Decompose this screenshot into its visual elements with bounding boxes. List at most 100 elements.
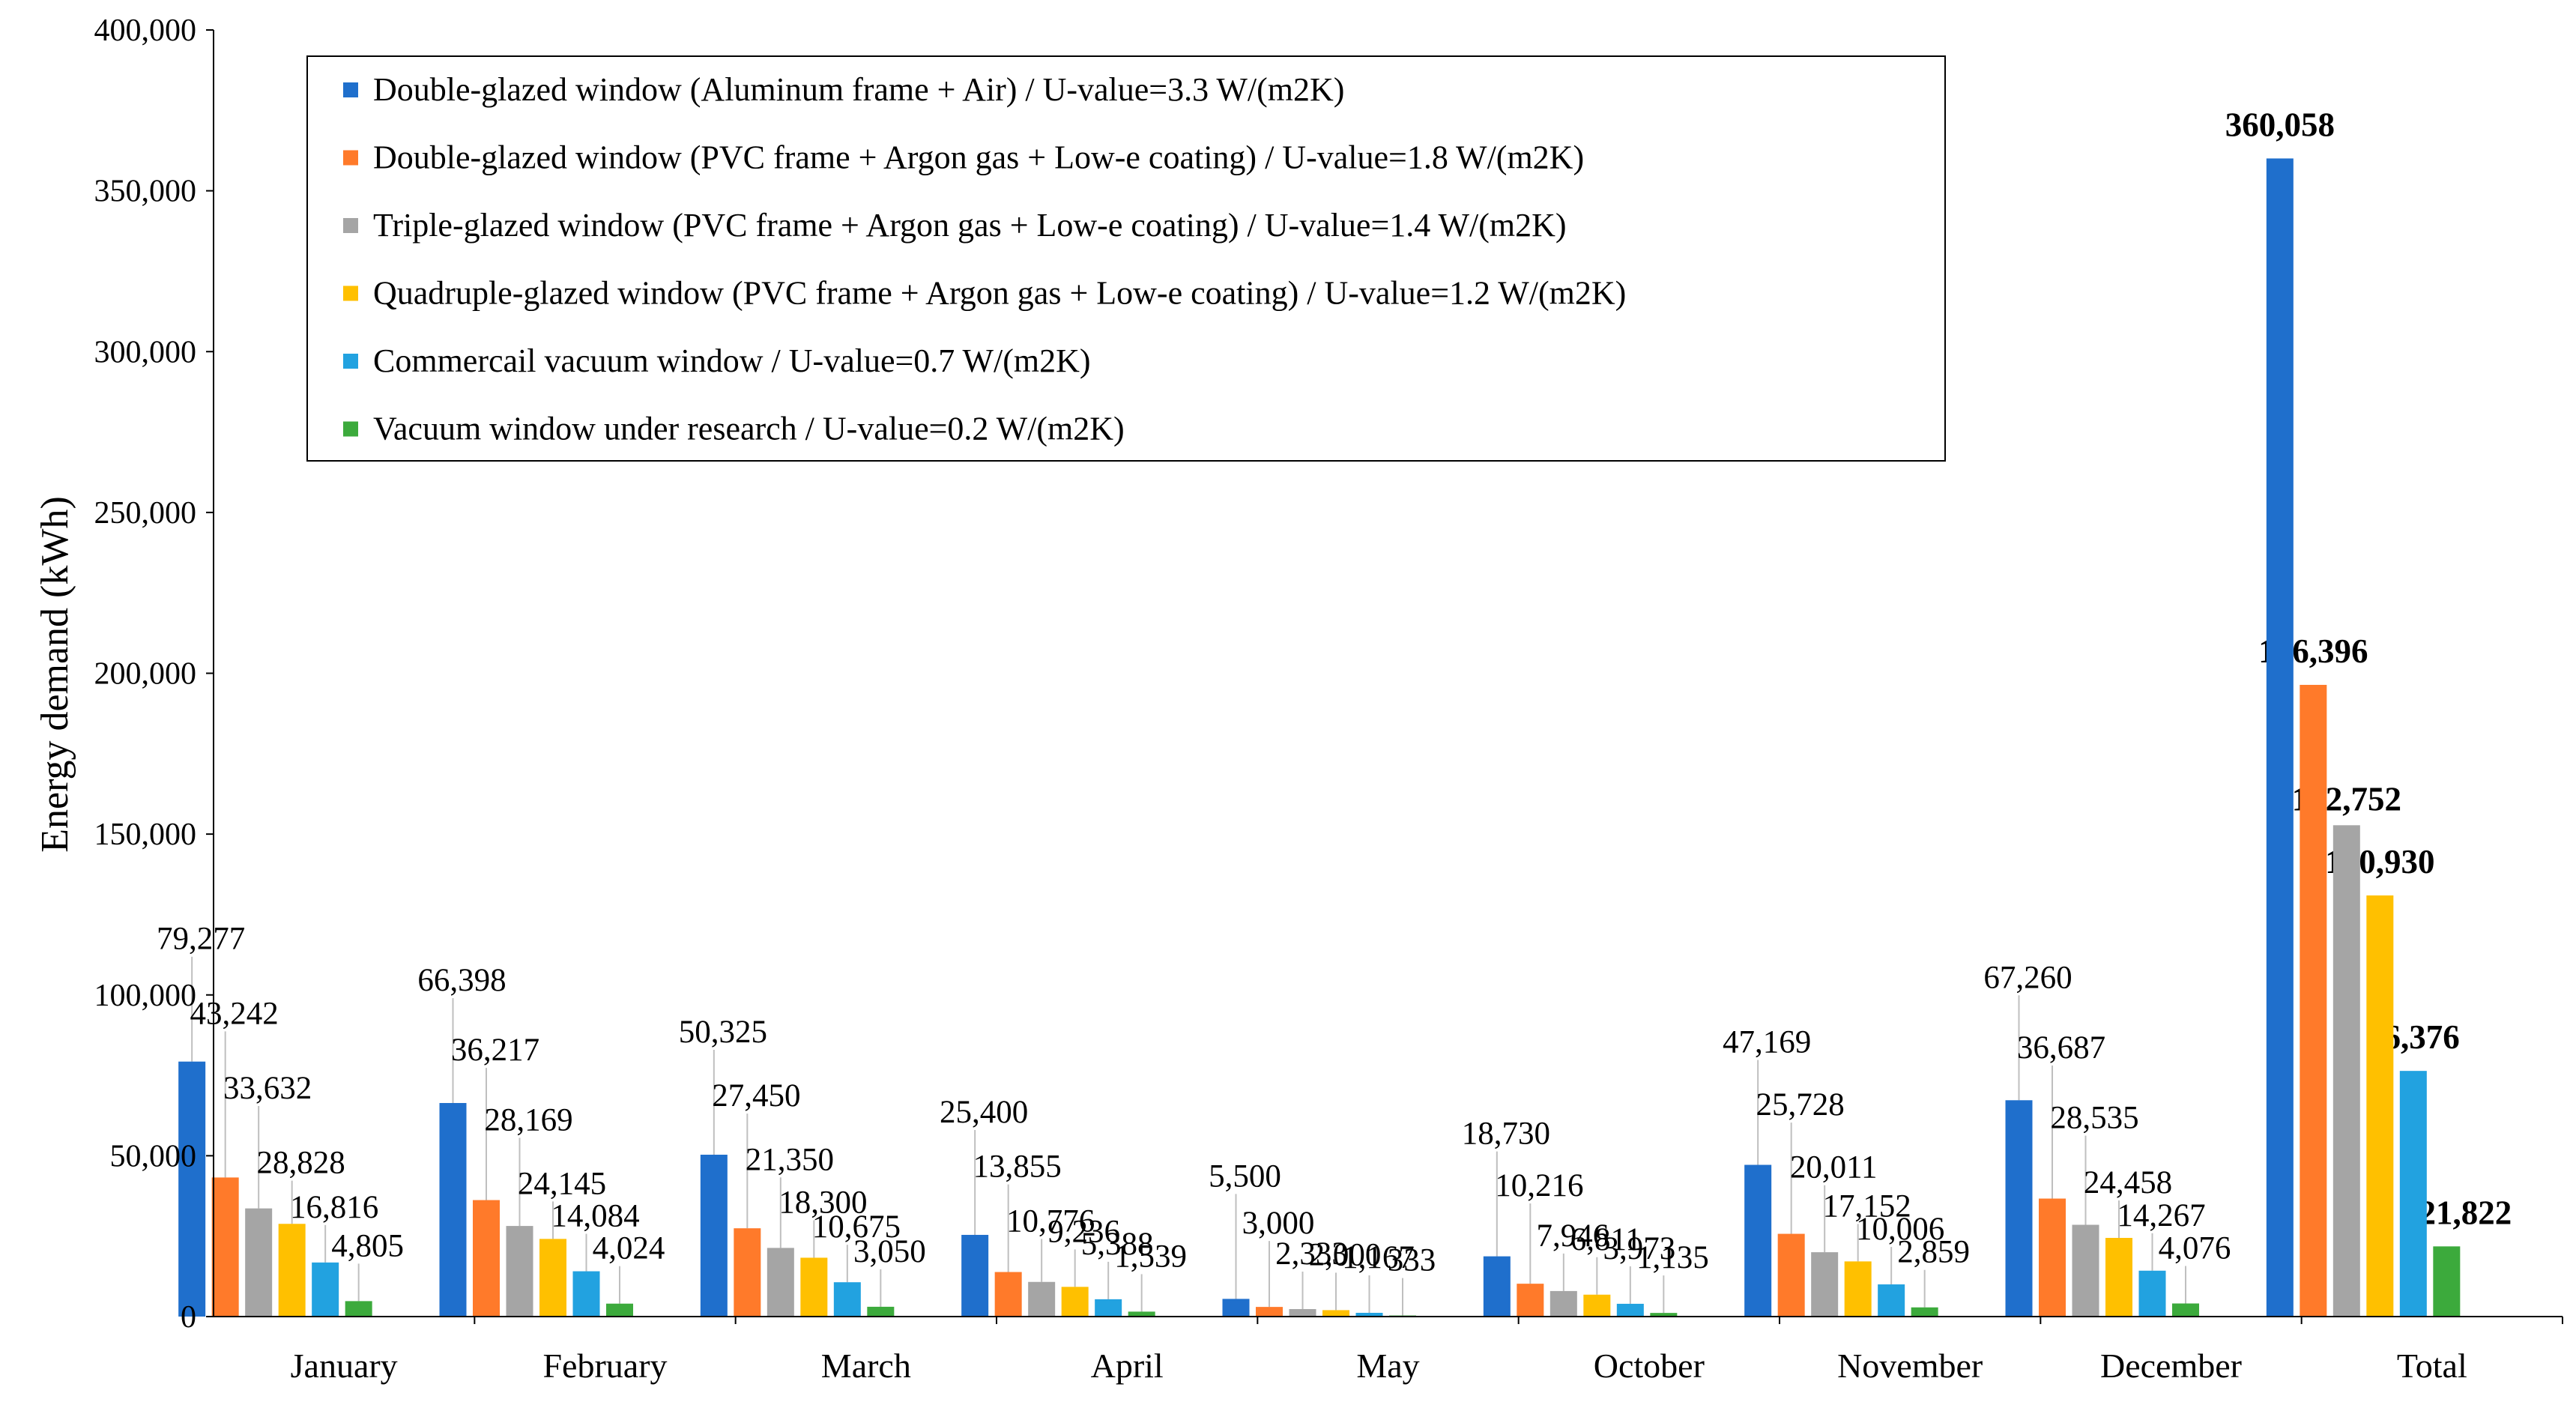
data-label: 7,946: [1536, 1218, 1609, 1254]
bar: [211, 1177, 239, 1317]
bar: [1355, 1312, 1383, 1317]
data-label: 24,145: [518, 1166, 606, 1201]
bar: [767, 1248, 794, 1317]
data-label: 6,811: [1570, 1222, 1642, 1257]
bar: [1811, 1252, 1839, 1317]
bar: [2266, 158, 2294, 1317]
data-label: 2,333: [1275, 1236, 1348, 1272]
data-label: 14,267: [2117, 1198, 2205, 1233]
data-label: 16,816: [290, 1190, 378, 1225]
y-tick-label: 350,000: [94, 175, 197, 209]
x-tick-label: December: [2100, 1347, 2242, 1385]
bar: [539, 1239, 566, 1317]
bar: [1744, 1164, 1772, 1317]
data-label: 4,024: [593, 1231, 665, 1266]
bar: [1222, 1299, 1250, 1317]
data-label: 3,050: [853, 1234, 926, 1269]
data-label: 18,300: [778, 1185, 867, 1220]
bar: [439, 1102, 467, 1317]
y-tick-label: 400,000: [94, 13, 197, 48]
x-tick-label: October: [1594, 1347, 1705, 1385]
bar: [2172, 1303, 2199, 1317]
bar: [2005, 1100, 2033, 1317]
data-label: 360,058: [2225, 106, 2335, 143]
bar: [2332, 825, 2360, 1317]
legend-box: [306, 55, 1946, 462]
y-tick-layer: 0 50,000 100,000 150,000 200,000 250,000 300,0…: [94, 13, 214, 1335]
bar: [1256, 1307, 1283, 1317]
data-label: 333: [1388, 1243, 1436, 1278]
bar: [867, 1306, 895, 1317]
data-label: 47,169: [1723, 1025, 1811, 1060]
x-tick-label: February: [542, 1347, 667, 1385]
data-label: 1,167: [1342, 1240, 1415, 1275]
legend-swatch: [343, 421, 358, 437]
bar: [1095, 1299, 1122, 1317]
bar-layer: [178, 158, 2461, 1317]
data-label: 36,217: [451, 1033, 539, 1068]
legend-swatch: [343, 354, 358, 369]
legend-label: Commercail vacuum window / U-value=0.7 W…: [373, 342, 1091, 379]
legend-swatch: [343, 285, 358, 301]
bar: [2300, 684, 2327, 1317]
bar: [1028, 1281, 1056, 1317]
bar: [2072, 1224, 2099, 1317]
y-tick-label: 50,000: [110, 1139, 197, 1173]
bar: [1483, 1256, 1511, 1317]
bar: [1878, 1284, 1905, 1317]
data-label: 1,135: [1636, 1240, 1709, 1275]
bar: [833, 1282, 861, 1317]
bar: [1128, 1311, 1155, 1317]
x-tick-label: November: [1837, 1347, 1983, 1385]
bar: [312, 1262, 339, 1317]
legend-label: Triple-glazed window (PVC frame + Argon …: [373, 207, 1567, 244]
axis-layer: Energy demand (kWh): [34, 30, 2563, 1317]
y-tick-label: 150,000: [94, 818, 197, 852]
data-label: 3,973: [1603, 1231, 1675, 1266]
bar: [2366, 895, 2394, 1317]
bar: [1061, 1287, 1089, 1317]
data-label: 18,730: [1462, 1117, 1550, 1152]
data-label: 67,260: [1983, 960, 2072, 995]
x-tick-label: May: [1356, 1347, 1419, 1385]
legend: Double-glazed window (Aluminum frame + A…: [306, 55, 1946, 462]
bar: [1650, 1313, 1678, 1317]
category-label-layer: January February March April May October Novem…: [291, 1317, 2563, 1385]
data-label: 27,450: [712, 1078, 800, 1114]
bar: [800, 1257, 828, 1317]
x-tick-label: March: [821, 1347, 911, 1385]
data-label: 24,458: [2084, 1165, 2172, 1200]
bar: [2138, 1270, 2166, 1317]
y-tick-label: 0: [181, 1300, 196, 1335]
data-label: 5,500: [1209, 1158, 1281, 1194]
bar: [734, 1228, 761, 1317]
legend-label: Quadruple-glazed window (PVC frame + Arg…: [373, 275, 1626, 312]
data-label: 36,687: [2017, 1030, 2105, 1066]
bar: [572, 1271, 600, 1317]
bar: [606, 1303, 633, 1317]
data-label: 10,776: [1006, 1203, 1095, 1239]
x-tick-label: Total: [2397, 1347, 2467, 1385]
bar: [473, 1200, 500, 1317]
data-label: 50,325: [679, 1015, 767, 1050]
data-label: 1,539: [1114, 1239, 1187, 1274]
bar: [1616, 1303, 1644, 1317]
data-label: 28,828: [257, 1146, 345, 1181]
data-label: 10,675: [812, 1209, 901, 1245]
legend-swatch: [343, 150, 358, 166]
bar: [1549, 1290, 1577, 1317]
data-label: 28,169: [484, 1102, 572, 1137]
y-axis-title: Energy demand (kWh): [34, 496, 76, 853]
y-tick-label: 200,000: [94, 657, 197, 692]
data-label: 13,855: [973, 1149, 1062, 1185]
data-label: 21,822: [2419, 1194, 2512, 1231]
y-tick-label: 100,000: [94, 979, 197, 1013]
data-label: 79,277: [157, 922, 245, 957]
data-label: 10,216: [1495, 1168, 1583, 1203]
data-label: 4,076: [2159, 1231, 2231, 1266]
bar: [506, 1226, 533, 1317]
legend-label: Double-glazed window (PVC frame + Argon …: [373, 139, 1584, 176]
bar: [178, 1061, 206, 1317]
